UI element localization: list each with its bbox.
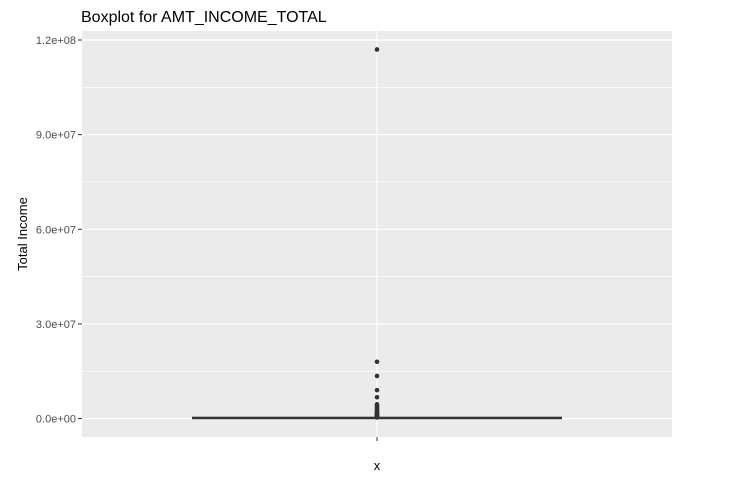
outlier-point [374, 359, 380, 365]
chart-title: Boxplot for AMT_INCOME_TOTAL [81, 9, 327, 26]
boxplot-marks [192, 47, 562, 420]
outlier-point [374, 47, 380, 52]
y-axis-label: Total Income [15, 197, 30, 271]
y-tick-label: 6.0e+07 [36, 224, 76, 236]
y-tick-label: 0.0e+00 [36, 414, 76, 426]
outlier-point [374, 373, 380, 379]
outlier-point [374, 415, 380, 420]
x-axis-label: x [374, 458, 381, 473]
outlier-point [374, 394, 380, 400]
grid-lines [82, 31, 672, 437]
axes: 0.0e+00 3.0e+07 6.0e+07 9.0e+07 1.2e+08 [36, 35, 378, 441]
y-tick-label: 9.0e+07 [36, 130, 76, 142]
outlier-point [374, 387, 380, 393]
y-tick-label: 1.2e+08 [36, 35, 76, 47]
y-tick-label: 3.0e+07 [36, 319, 76, 331]
